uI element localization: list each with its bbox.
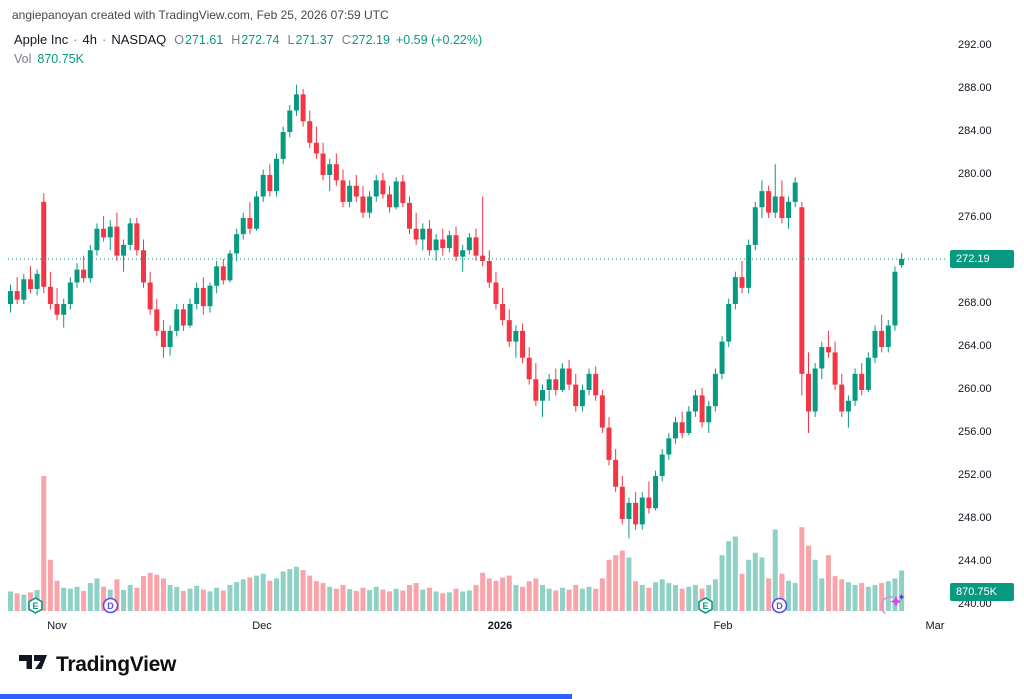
dividend-marker-icon[interactable]: D [771,597,788,614]
footer-brand-link[interactable]: TradingView [18,649,176,680]
price-tick-label: 264.00 [958,340,992,352]
price-tick-label: 280.00 [958,168,992,180]
volume-value: 870.75K [37,52,84,66]
high-label: H [231,33,241,47]
svg-text:D: D [107,601,114,611]
symbol-exchange: NASDAQ [111,32,167,47]
volume-label: Vol [14,52,32,66]
svg-text:D: D [776,601,783,611]
change-value: +0.59 (+0.22%) [395,33,483,47]
symbol-interval[interactable]: 4h [82,32,98,47]
attribution-text: angiepanoyan created with TradingView.co… [12,8,389,22]
volume-row: Vol 870.75K [14,50,482,68]
separator-dot: · [73,32,78,47]
candlesticks [8,84,905,539]
price-tick-label: 276.00 [958,211,992,223]
volume-bars [8,476,905,611]
price-tick-label: 240.00 [958,598,992,610]
price-tick-label: 292.00 [958,39,992,51]
open-label: O [174,33,184,47]
time-tick-label: Nov [47,620,67,632]
last-price-badge: 272.19 [950,249,1014,268]
price-tick-label: 256.00 [958,426,992,438]
brand-name: TradingView [56,652,177,676]
volume-badge: 870.75K [950,583,1014,601]
separator-dot: · [102,32,107,47]
time-tick-label: Feb [713,620,733,632]
time-tick-label: 2026 [487,620,513,632]
price-tick-label: 268.00 [958,297,992,309]
earnings-marker-icon[interactable]: E [27,597,44,614]
earnings-marker-icon[interactable]: E [697,597,714,614]
close-label: C [341,33,351,47]
time-tick-label: Mar [925,620,945,632]
price-tick-label: 248.00 [958,512,992,524]
time-axis[interactable]: Nov Dec 2026 Feb Mar [0,613,950,639]
symbol-row: Apple Inc · 4h · NASDAQ O271.61 H272.74 L271.37… [14,31,482,49]
svg-text:E: E [702,601,708,611]
price-tick-label: 260.00 [958,383,992,395]
high-value: 272.74 [241,33,280,47]
magic-sparkle-icon[interactable] [880,593,906,615]
dividend-marker-icon[interactable]: D [102,597,119,614]
close-value: 272.19 [351,33,390,47]
svg-text:E: E [32,601,38,611]
symbol-title[interactable]: Apple Inc [14,32,69,47]
price-tick-label: 284.00 [958,125,992,137]
low-value: 271.37 [295,33,334,47]
tradingview-logo-icon [18,649,48,680]
chart-legend: Apple Inc · 4h · NASDAQ O271.61 H272.74 L271.37… [14,31,482,68]
price-axis[interactable]: 292.00288.00284.00280.00276.00272.00268.… [950,0,1024,613]
low-label: L [287,33,295,47]
price-tick-label: 252.00 [958,469,992,481]
price-tick-label: 244.00 [958,555,992,567]
bottom-progress-bar [0,694,572,699]
open-value: 271.61 [185,33,224,47]
price-tick-label: 288.00 [958,82,992,94]
time-tick-label: Dec [252,620,272,632]
